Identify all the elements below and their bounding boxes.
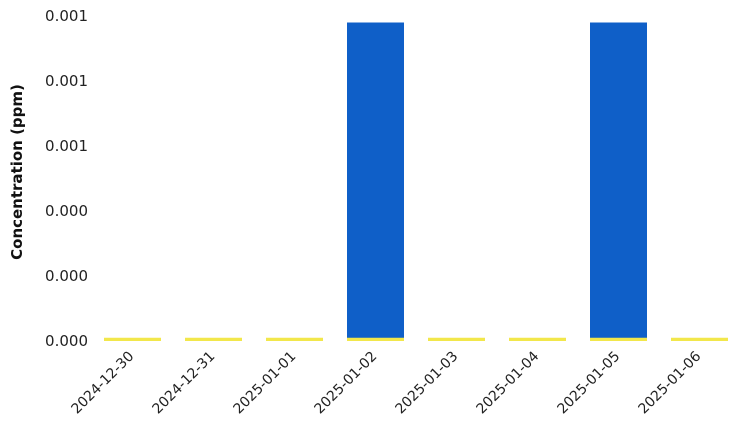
- y-tick-label: 0.000: [45, 202, 88, 220]
- y-axis-ticks: 0.001 0.001 0.001 0.000 0.000 0.000: [45, 7, 88, 350]
- bar-baseline-2025-01-05: [590, 337, 647, 341]
- y-tick-label: 0.001: [45, 7, 88, 25]
- x-tick-label: 2025-01-03: [392, 349, 461, 418]
- y-tick-label: 0.000: [45, 267, 88, 285]
- x-tick-label: 2025-01-01: [230, 349, 299, 418]
- bar-baseline-2024-12-31: [185, 337, 242, 341]
- y-axis-title: Concentration (ppm): [8, 84, 26, 260]
- x-tick-label: 2025-01-04: [473, 348, 542, 417]
- y-tick-label: 0.001: [45, 137, 88, 155]
- bar-baseline-2025-01-06: [671, 337, 728, 341]
- bar-main-2025-01-05: [590, 22, 647, 341]
- bars: [104, 22, 728, 341]
- x-tick-label: 2024-12-30: [68, 349, 137, 418]
- bar-baseline-2025-01-03: [428, 337, 485, 341]
- bar-baseline-2024-12-30: [104, 337, 161, 341]
- bar-baseline-2025-01-01: [266, 337, 323, 341]
- x-tick-label: 2025-01-05: [554, 349, 623, 418]
- bar-main-2025-01-02: [347, 22, 404, 341]
- bar-baseline-2025-01-02: [347, 337, 404, 341]
- y-tick-label: 0.000: [45, 332, 88, 350]
- bar-baseline-2025-01-04: [509, 337, 566, 341]
- x-tick-label: 2025-01-06: [635, 348, 704, 417]
- y-tick-label: 0.001: [45, 72, 88, 90]
- x-axis-ticks: 2024-12-30 2024-12-31 2025-01-01 2025-01-02…: [68, 348, 704, 417]
- x-tick-label: 2025-01-02: [311, 349, 380, 418]
- x-tick-label: 2024-12-31: [149, 349, 218, 418]
